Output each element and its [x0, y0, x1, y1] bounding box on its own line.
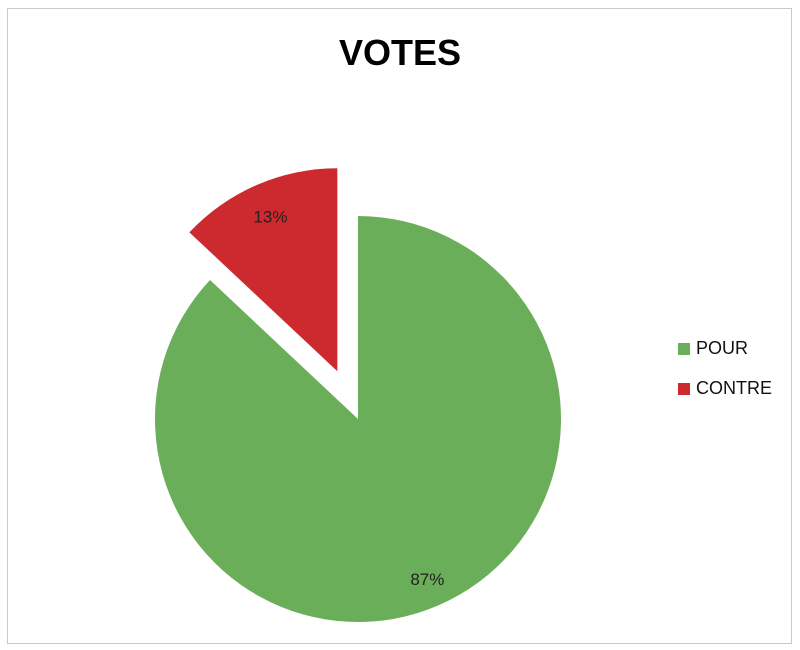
- legend-label-pour: POUR: [696, 338, 749, 358]
- legend-item-pour: POUR: [678, 337, 772, 360]
- pie-slice-contre: [189, 168, 338, 372]
- legend-swatch-contre: [678, 382, 690, 395]
- legend-swatch-pour: [678, 342, 690, 355]
- chart-title: VOTES: [338, 32, 462, 73]
- pie-slice-pour: [154, 216, 562, 622]
- legend: POUR CONTRE: [678, 337, 772, 417]
- legend-item-contre: CONTRE: [678, 377, 772, 400]
- data-label-contre: 13%: [253, 208, 287, 227]
- legend-label-contre: CONTRE: [696, 378, 772, 398]
- data-label-pour: 87%: [410, 570, 444, 589]
